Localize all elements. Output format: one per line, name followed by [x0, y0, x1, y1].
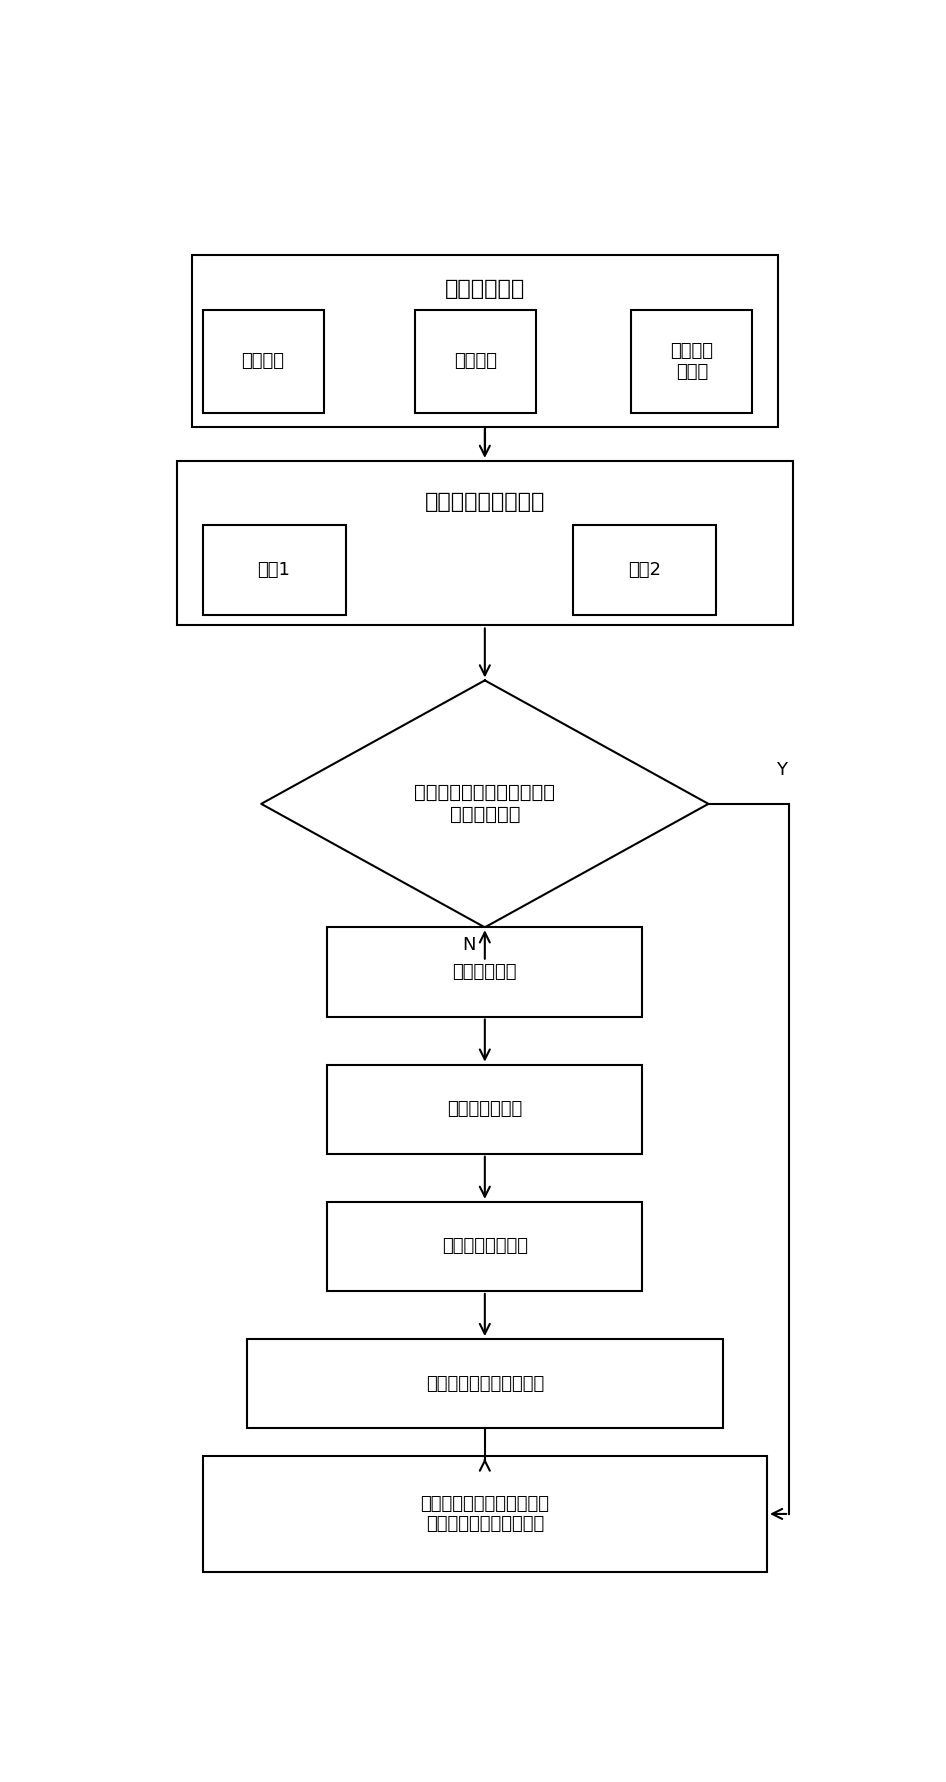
Bar — [247, 1338, 723, 1427]
Bar — [415, 310, 536, 413]
Text: 水箱液位: 水箱液位 — [241, 353, 285, 371]
Text: 过程监控数据预处理: 过程监控数据预处理 — [425, 492, 545, 511]
Text: 确定迭代关系式: 确定迭代关系式 — [447, 1099, 522, 1117]
Text: 阀门开关: 阀门开关 — [454, 353, 498, 371]
Bar — [202, 526, 345, 615]
Bar — [177, 462, 793, 625]
Bar — [327, 1201, 642, 1290]
Bar — [202, 310, 324, 413]
Text: 在线监测数据: 在线监测数据 — [445, 280, 525, 299]
Bar — [327, 1064, 642, 1153]
Bar — [573, 526, 716, 615]
Text: N: N — [462, 936, 476, 953]
Text: 集合1: 集合1 — [257, 561, 290, 579]
Text: 集合2: 集合2 — [628, 561, 661, 579]
Text: 确定迭代变量: 确定迭代变量 — [452, 962, 517, 980]
Text: 更改回水阀关闭开启时间: 更改回水阀关闭开启时间 — [426, 1374, 544, 1392]
Bar — [202, 1456, 767, 1572]
Bar — [191, 255, 778, 426]
Text: 确定迭代结束条件: 确定迭代结束条件 — [442, 1237, 528, 1255]
Text: 水位平衡，维持回水阀关闭
开启时间，试验继续运行: 水位平衡，维持回水阀关闭 开启时间，试验继续运行 — [420, 1495, 550, 1533]
Bar — [327, 927, 642, 1016]
Text: 回水阀关
闭时间: 回水阀关 闭时间 — [671, 342, 713, 381]
Text: 冷热水箱液位及液位差是否
在规定范围内: 冷热水箱液位及液位差是否 在规定范围内 — [414, 784, 555, 825]
Text: Y: Y — [777, 761, 787, 779]
Bar — [632, 310, 752, 413]
